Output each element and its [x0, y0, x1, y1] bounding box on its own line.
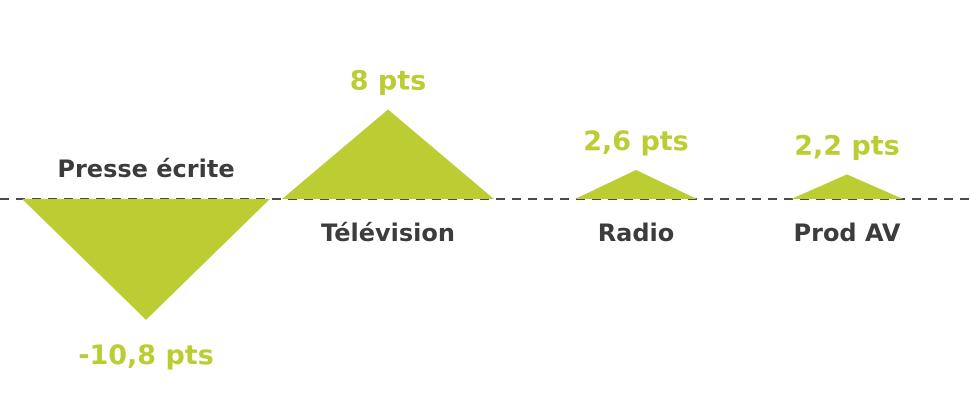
triangle-mark-presse-ecrite [22, 199, 270, 320]
category-label-prod-av: Prod AV [794, 219, 901, 247]
category-label-presse-ecrite: Presse écrite [57, 155, 234, 183]
triangle-mark-television [282, 109, 494, 199]
category-label-television: Télévision [321, 219, 455, 247]
category-label-radio: Radio [598, 219, 675, 247]
triangle-mark-radio [575, 169, 697, 199]
value-label-television: 8 pts [350, 65, 427, 96]
chart-marks: -10,8 pts Presse écrite 8 pts Télévision 2,6… [22, 65, 903, 371]
value-label-prod-av: 2,2 pts [794, 130, 900, 161]
value-label-radio: 2,6 pts [583, 126, 689, 157]
value-label-presse-ecrite: -10,8 pts [78, 340, 214, 371]
triangle-mark-prod-av [791, 174, 903, 199]
